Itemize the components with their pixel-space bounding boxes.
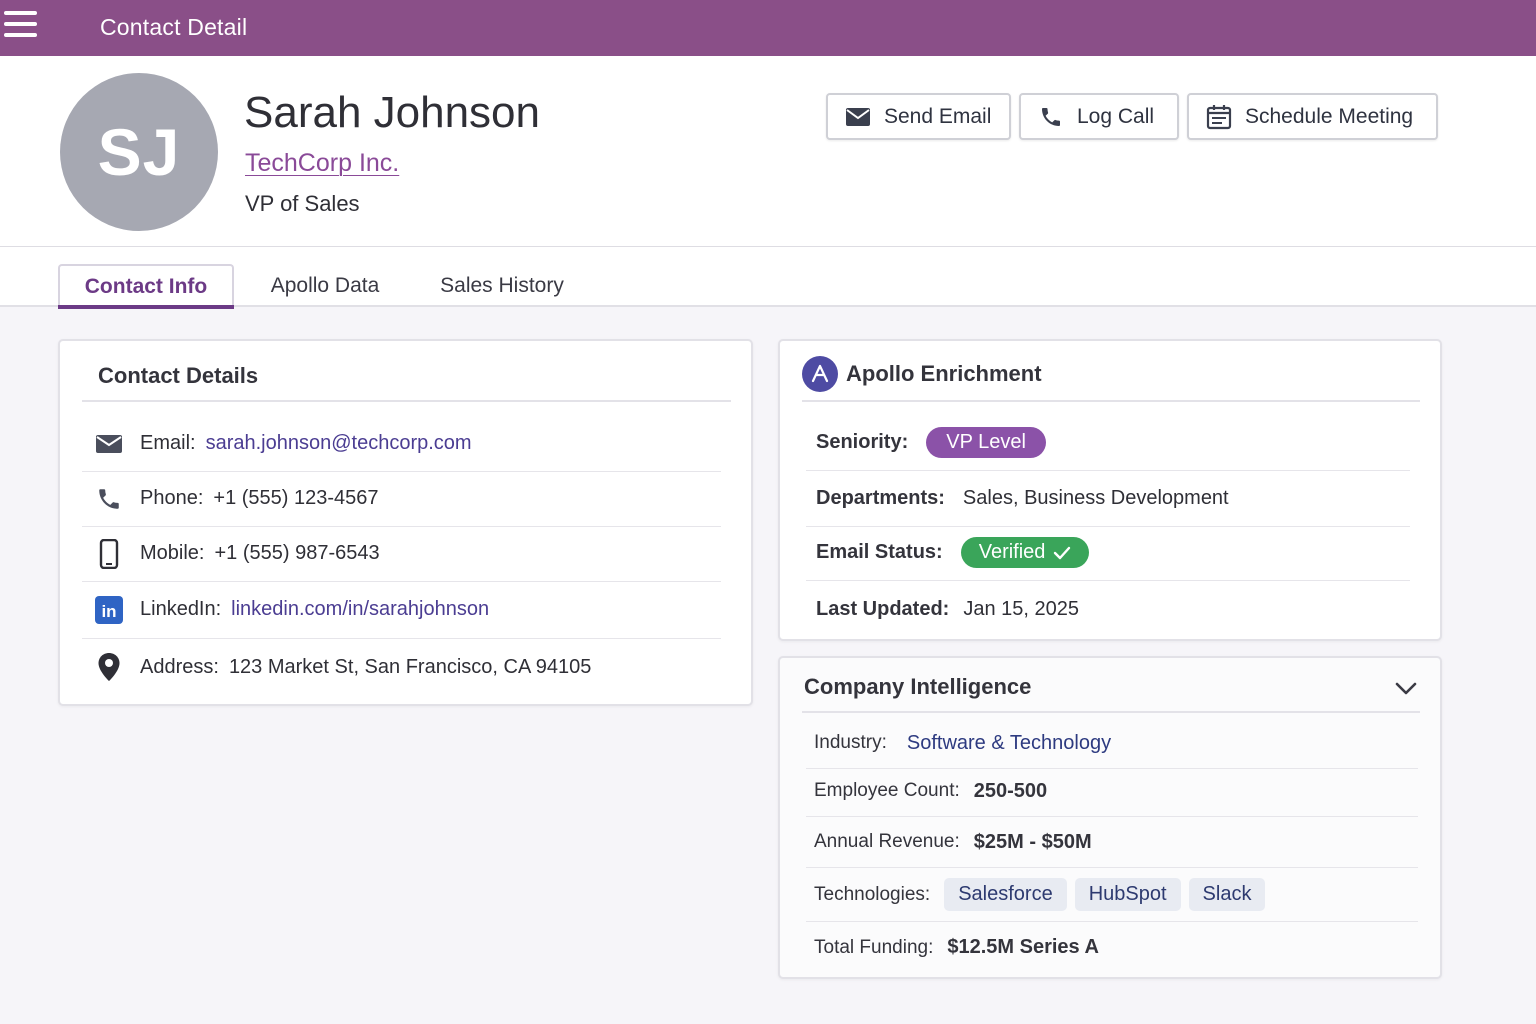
- mobile-row: Mobile: +1 (555) 987-6543: [82, 526, 721, 582]
- total-funding-row: Total Funding: $12.5M Series A: [806, 922, 1418, 973]
- company-intelligence-title: Company Intelligence: [804, 674, 1032, 699]
- email-status-label: Email Status:: [816, 541, 943, 563]
- schedule-meeting-label: Schedule Meeting: [1245, 104, 1414, 128]
- verified-label: Verified: [978, 541, 1046, 563]
- industry-value: Software & Technology: [906, 731, 1112, 754]
- calendar-icon: [1205, 103, 1233, 131]
- divider: [82, 400, 731, 402]
- divider: [802, 400, 1420, 402]
- divider: [802, 711, 1420, 713]
- send-email-button[interactable]: Send Email: [826, 93, 1011, 140]
- log-call-button[interactable]: Log Call: [1019, 93, 1179, 140]
- technology-chip: HubSpot: [1074, 878, 1181, 911]
- svg-text:in: in: [101, 602, 116, 621]
- total-funding-label: Total Funding:: [814, 936, 934, 958]
- email-status-row: Email Status: Verified: [806, 525, 1410, 581]
- company-link[interactable]: TechCorp Inc.: [245, 149, 400, 177]
- annual-revenue-value: $25M - $50M: [973, 830, 1092, 853]
- apollo-enrichment-card: Apollo Enrichment Seniority: VP Level De…: [778, 339, 1442, 641]
- seniority-row: Seniority: VP Level: [806, 415, 1410, 471]
- page-title: Contact Detail: [100, 14, 248, 40]
- employee-count-value: 250-500: [973, 779, 1048, 802]
- tab-sales-history[interactable]: Sales History: [440, 273, 564, 297]
- contact-name: Sarah Johnson: [244, 88, 540, 137]
- checkmark-icon: [1054, 546, 1071, 559]
- seniority-badge: VP Level: [926, 427, 1046, 458]
- contact-header: SJ Sarah Johnson TechCorp Inc. VP of Sal…: [0, 56, 1536, 247]
- apollo-logo-icon: [802, 356, 838, 392]
- departments-label: Departments:: [816, 487, 945, 509]
- linkedin-row: in LinkedIn: linkedin.com/in/sarahjohnso…: [82, 581, 721, 639]
- send-email-label: Send Email: [884, 104, 992, 128]
- envelope-icon: [844, 103, 872, 131]
- phone-label: Phone:: [140, 487, 204, 509]
- top-bar: Contact Detail: [0, 0, 1536, 56]
- phone-icon: [94, 484, 124, 514]
- map-pin-icon: [94, 652, 124, 682]
- address-row: Address: 123 Market St, San Francisco, C…: [82, 639, 721, 695]
- last-updated-row: Last Updated: Jan 15, 2025: [806, 581, 1410, 637]
- verified-badge: Verified: [960, 537, 1090, 568]
- phone-row: Phone: +1 (555) 123-4567: [82, 471, 721, 527]
- total-funding-value: $12.5M Series A: [947, 936, 1099, 958]
- employee-count-label: Employee Count:: [814, 780, 960, 801]
- last-updated-label: Last Updated:: [816, 597, 950, 620]
- technology-chip: Salesforce: [944, 878, 1067, 911]
- phone-icon: [1037, 103, 1065, 131]
- linkedin-link[interactable]: linkedin.com/in/sarahjohnson: [231, 598, 490, 620]
- mobile-label: Mobile:: [140, 542, 205, 564]
- last-updated-value: Jan 15, 2025: [963, 597, 1079, 620]
- employee-count-row: Employee Count: 250-500: [806, 766, 1418, 817]
- tab-apollo-data[interactable]: Apollo Data: [270, 273, 380, 297]
- avatar: SJ: [60, 73, 218, 231]
- departments-row: Departments: Sales, Business Development: [806, 471, 1410, 527]
- company-intelligence-card: Company Intelligence Industry: Software …: [778, 656, 1442, 979]
- technology-chip: Slack: [1188, 878, 1266, 911]
- contact-details-title: Contact Details: [98, 363, 259, 388]
- tab-bar: Contact Info Apollo Data Sales History: [0, 247, 1536, 309]
- email-label: Email:: [140, 432, 196, 454]
- email-link[interactable]: sarah.johnson@techcorp.com: [205, 432, 472, 454]
- job-title: VP of Sales: [245, 191, 360, 216]
- industry-label: Industry:: [814, 732, 887, 753]
- technologies-row: Technologies: Salesforce HubSpot Slack: [806, 868, 1418, 922]
- annual-revenue-label: Annual Revenue:: [814, 831, 960, 852]
- tab-contact-info[interactable]: Contact Info: [58, 264, 234, 309]
- mobile-icon: [94, 538, 124, 569]
- hamburger-menu-icon[interactable]: [4, 11, 37, 41]
- linkedin-icon: in: [94, 595, 124, 625]
- log-call-label: Log Call: [1077, 104, 1155, 128]
- industry-row: Industry: Software & Technology: [806, 718, 1418, 769]
- mobile-value: +1 (555) 987-6543: [214, 542, 380, 564]
- linkedin-label: LinkedIn:: [140, 598, 222, 620]
- apollo-header: Apollo Enrichment: [802, 356, 1042, 392]
- envelope-icon: [94, 429, 124, 459]
- email-row: Email: sarah.johnson@techcorp.com: [82, 416, 721, 472]
- address-label: Address:: [140, 655, 219, 678]
- chevron-down-icon[interactable]: [1392, 674, 1420, 702]
- seniority-label: Seniority:: [816, 431, 909, 453]
- departments-value: Sales, Business Development: [962, 487, 1229, 509]
- technologies-label: Technologies:: [814, 883, 931, 905]
- address-value: 123 Market St, San Francisco, CA 94105: [228, 655, 592, 678]
- contact-details-card: Contact Details Email: sarah.johnson@tec…: [58, 339, 753, 706]
- schedule-meeting-button[interactable]: Schedule Meeting: [1187, 93, 1438, 140]
- phone-value: +1 (555) 123-4567: [213, 487, 379, 509]
- annual-revenue-row: Annual Revenue: $25M - $50M: [806, 817, 1418, 868]
- apollo-title: Apollo Enrichment: [846, 361, 1042, 386]
